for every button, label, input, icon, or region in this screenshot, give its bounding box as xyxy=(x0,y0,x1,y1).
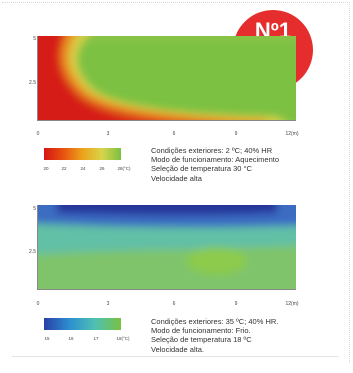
description-line: Modo de funcionamento: Frio. xyxy=(151,326,251,336)
heating-heatmap xyxy=(37,36,296,120)
heatmap-region xyxy=(187,247,247,275)
y-axis xyxy=(37,36,38,121)
x-axis xyxy=(37,289,296,290)
x-tick-label: 9 xyxy=(234,301,238,307)
heatmap-region xyxy=(37,36,267,120)
heating-description: Condições exteriores: 2 ºC; 40% HR Modo … xyxy=(151,146,279,183)
y-tick-label: 2.5 xyxy=(29,80,36,86)
x-axis xyxy=(37,120,296,121)
x-tick-label: 12(m) xyxy=(285,131,299,137)
legend-label: 15 xyxy=(44,336,50,341)
x-tick-label: 6 xyxy=(172,131,176,137)
description-line: Seleção de temperatura 30 °C xyxy=(151,164,252,174)
heatmap-region xyxy=(37,36,296,42)
heatmap-region xyxy=(37,36,139,120)
y-tick-label: 5 xyxy=(33,36,36,42)
legend-label: 26 xyxy=(99,166,105,171)
cooling-heatmap-plot xyxy=(37,205,296,289)
description-line: Velocidade alta xyxy=(151,173,202,183)
x-tick-label: 12(m) xyxy=(285,301,299,307)
legend-label: 17 xyxy=(93,336,99,341)
description-line: Modo de funcionamento: Aquecimento xyxy=(151,155,280,165)
y-tick-label: 5 xyxy=(33,206,36,212)
description-line: Velocidade alta. xyxy=(151,344,204,354)
legend-label: 24 xyxy=(80,166,86,171)
description-line: Condições exteriores: 2 ºC; 40% HR xyxy=(151,146,273,155)
x-tick-label: 0 xyxy=(36,131,40,137)
x-tick-label: 9 xyxy=(234,131,238,137)
heatmap-region xyxy=(57,205,277,216)
x-tick-label: 0 xyxy=(36,301,40,307)
cooling-heatmap xyxy=(37,205,296,289)
divider xyxy=(12,356,339,357)
legend-label: 20 xyxy=(43,166,49,171)
y-tick-label: 2.5 xyxy=(29,249,36,255)
heatmap-region xyxy=(37,219,296,255)
page-frame xyxy=(2,2,350,363)
legend-label: 16 xyxy=(68,336,74,341)
heating-legend-colorbar xyxy=(44,148,121,160)
legend-label: 18(°C) xyxy=(116,336,130,341)
cooling-description: Condições exteriores: 35 ºC; 40% HR. Mod… xyxy=(151,317,278,354)
legend-label: 22 xyxy=(61,166,67,171)
x-tick-label: 3 xyxy=(106,301,110,307)
x-tick-label: 3 xyxy=(106,131,110,137)
x-tick-label: 6 xyxy=(172,301,176,307)
y-axis xyxy=(37,205,38,290)
description-line: Seleção de temperatura 18 ºC xyxy=(151,335,252,345)
heating-heatmap-plot xyxy=(37,36,296,120)
cooling-legend-colorbar xyxy=(44,318,121,330)
description-line: Condições exteriores: 35 ºC; 40% HR. xyxy=(151,317,279,326)
legend-label: 28(°C) xyxy=(117,166,131,171)
